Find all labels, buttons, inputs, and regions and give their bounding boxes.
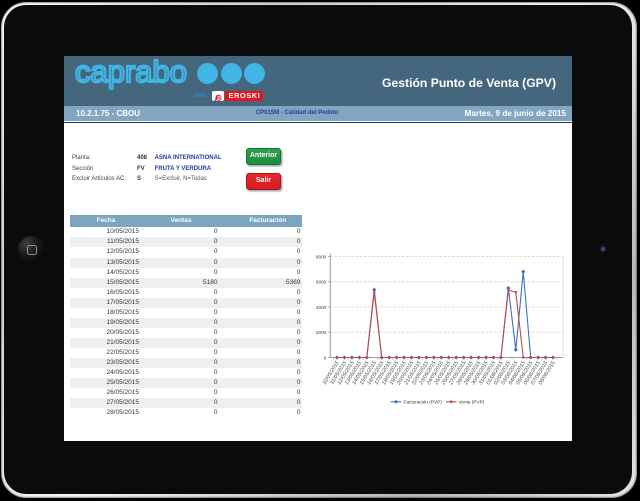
svg-text:0: 0	[324, 355, 327, 360]
svg-text:2000: 2000	[316, 330, 327, 335]
svg-text:Venta (PVP): Venta (PVP)	[459, 400, 485, 405]
svg-text:8000: 8000	[316, 254, 327, 259]
svg-text:4000: 4000	[316, 305, 327, 310]
svg-text:Facturación (PVP): Facturación (PVP)	[404, 400, 443, 405]
svg-text:6000: 6000	[316, 280, 327, 285]
